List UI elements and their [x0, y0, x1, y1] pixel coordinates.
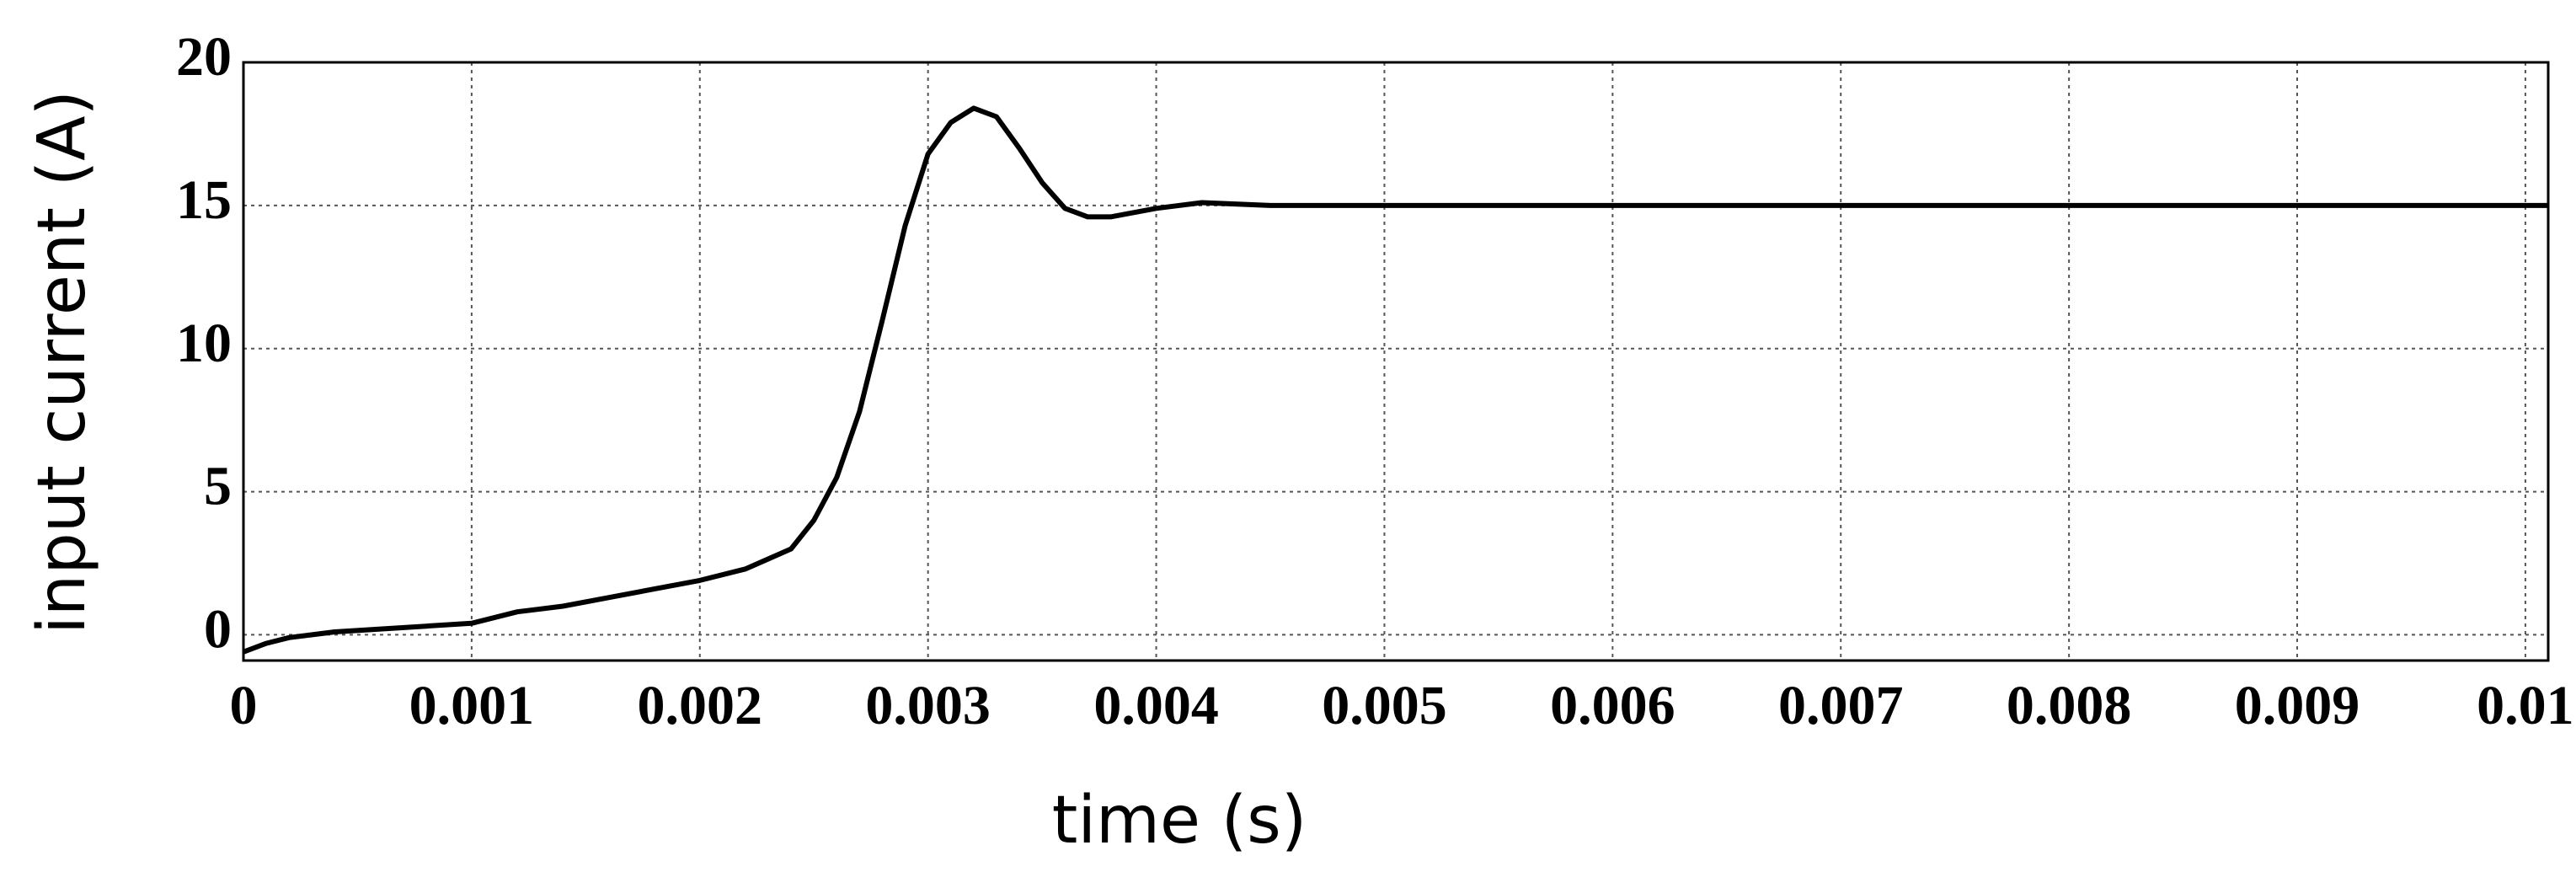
- x-tick-label: 0.007: [1778, 675, 1904, 736]
- x-tick-label: 0.001: [409, 675, 535, 736]
- x-tick-label: 0.008: [2007, 675, 2132, 736]
- x-tick-label: 0.003: [865, 675, 991, 736]
- x-tick-label: 0.004: [1093, 675, 1219, 736]
- x-tick-label: 0.01: [2477, 675, 2574, 736]
- y-tick-label: 0: [204, 599, 232, 661]
- y-tick-label: 10: [176, 313, 232, 374]
- line-series: [242, 105, 2548, 655]
- x-axis-label: time (s): [1052, 783, 1307, 859]
- y-tick-label: 15: [176, 169, 232, 231]
- y-axis-label: input current (A): [24, 90, 100, 634]
- x-tick-label: 0: [230, 675, 258, 736]
- y-tick-label: 5: [204, 456, 232, 517]
- y-tick-label: 20: [176, 26, 232, 88]
- x-tick-label: 0.006: [1550, 675, 1675, 736]
- x-tick-label: 0.005: [1322, 675, 1447, 736]
- plot-frame: [242, 61, 2550, 662]
- x-tick-label: 0.009: [2235, 675, 2360, 736]
- x-tick-label: 0.002: [638, 675, 763, 736]
